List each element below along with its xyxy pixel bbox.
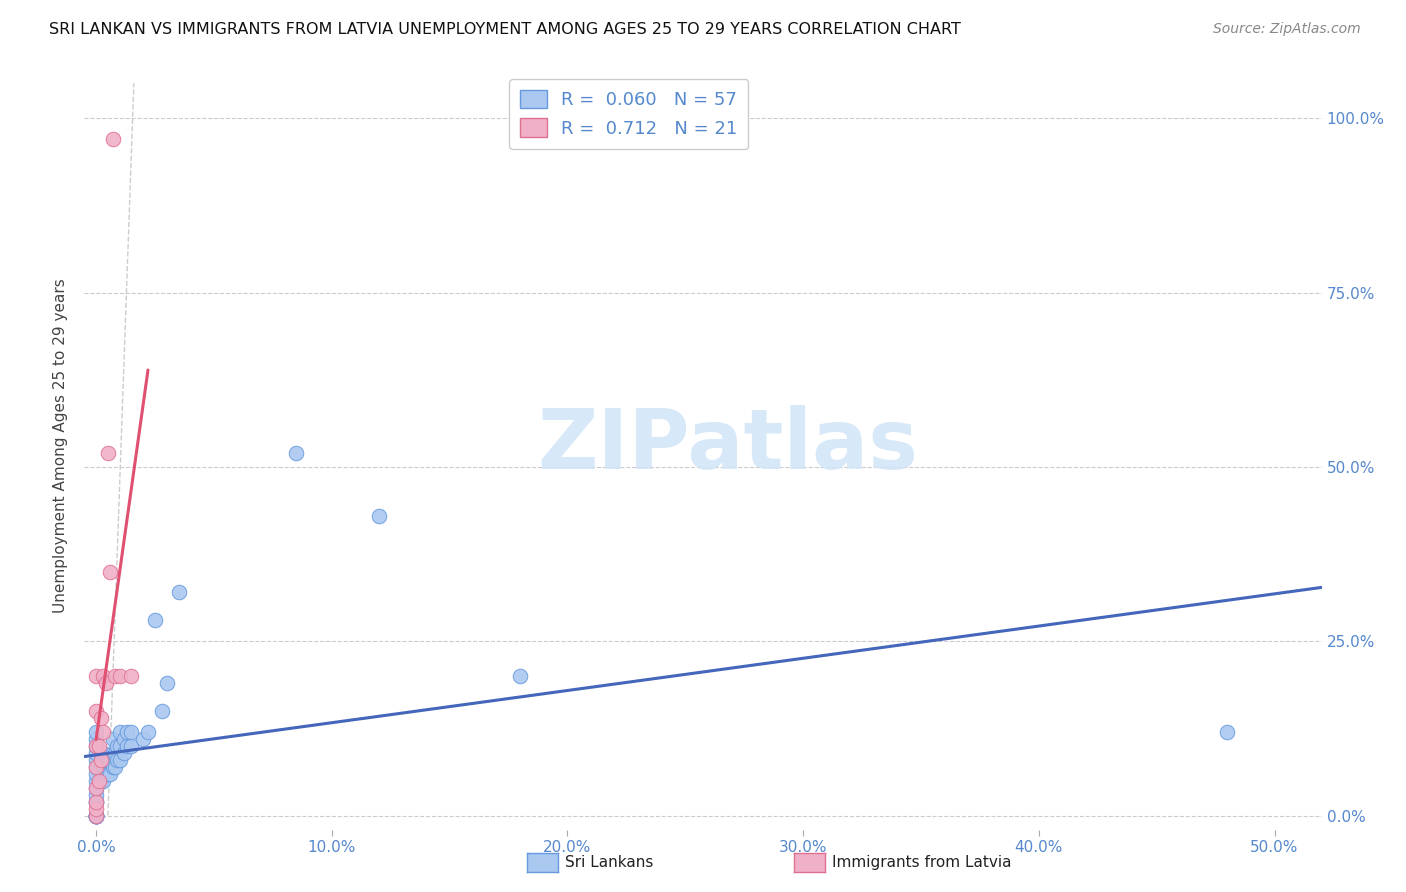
Point [101,746,124,760]
Point [84,788,107,802]
Point [84,795,107,809]
Point [84,808,107,822]
Point [84,795,107,809]
Point [84,746,107,760]
Point [97,766,120,780]
Point [101,760,124,774]
Point [84,731,107,746]
Point [84,739,107,753]
Text: Source: ZipAtlas.com: Source: ZipAtlas.com [1213,22,1361,37]
Point [104,760,127,774]
Point [84,760,107,774]
Y-axis label: Unemployment Among Ages 25 to 29 years: Unemployment Among Ages 25 to 29 years [53,278,69,614]
Point [105,739,128,753]
Point [90,711,112,725]
Point [104,746,127,760]
Point [84,773,107,788]
Point [90,753,112,767]
Point [84,760,107,774]
Point [84,725,107,739]
Point [101,731,124,746]
Point [94,766,117,780]
Text: SRI LANKAN VS IMMIGRANTS FROM LATVIA UNEMPLOYMENT AMONG AGES 25 TO 29 YEARS CORR: SRI LANKAN VS IMMIGRANTS FROM LATVIA UNE… [49,22,962,37]
Point [101,132,124,146]
Point [132,731,155,746]
Point [104,669,127,683]
Point [108,725,131,739]
Legend: R =  0.060   N = 57, R =  0.712   N = 21: R = 0.060 N = 57, R = 0.712 N = 21 [509,79,748,149]
Point [84,808,107,822]
Point [87,739,110,753]
Point [94,676,117,690]
Point [167,585,190,599]
Point [84,808,107,822]
Point [91,669,114,683]
Point [98,753,121,767]
Point [1216,725,1239,739]
Point [84,808,107,822]
Point [115,739,138,753]
Point [90,760,112,774]
Point [84,802,107,816]
Point [84,780,107,795]
Point [91,773,114,788]
Point [84,739,107,753]
Point [87,773,110,788]
Point [368,508,391,523]
Point [84,780,107,795]
Point [84,753,107,767]
Point [509,669,531,683]
Point [84,808,107,822]
Point [121,739,143,753]
Point [84,704,107,718]
Point [105,753,128,767]
Point [285,446,308,460]
Point [112,746,135,760]
Point [84,795,107,809]
Point [98,565,121,579]
Point [84,808,107,822]
Point [143,613,166,627]
Point [112,731,135,746]
Point [150,704,173,718]
Point [84,808,107,822]
Point [121,669,143,683]
Text: Immigrants from Latvia: Immigrants from Latvia [832,855,1012,870]
Point [84,766,107,780]
Point [121,725,143,739]
Text: ZIPatlas: ZIPatlas [537,406,918,486]
Point [108,669,131,683]
Point [84,808,107,822]
Point [97,753,120,767]
Point [91,760,114,774]
Text: Sri Lankans: Sri Lankans [565,855,654,870]
Point [136,725,159,739]
Point [108,753,131,767]
Point [97,446,120,460]
Point [98,766,121,780]
Point [91,746,114,760]
Point [84,669,107,683]
Point [108,739,131,753]
Point [84,808,107,822]
Point [115,725,138,739]
Point [156,676,179,690]
Point [90,773,112,788]
Point [94,753,117,767]
Point [91,725,114,739]
